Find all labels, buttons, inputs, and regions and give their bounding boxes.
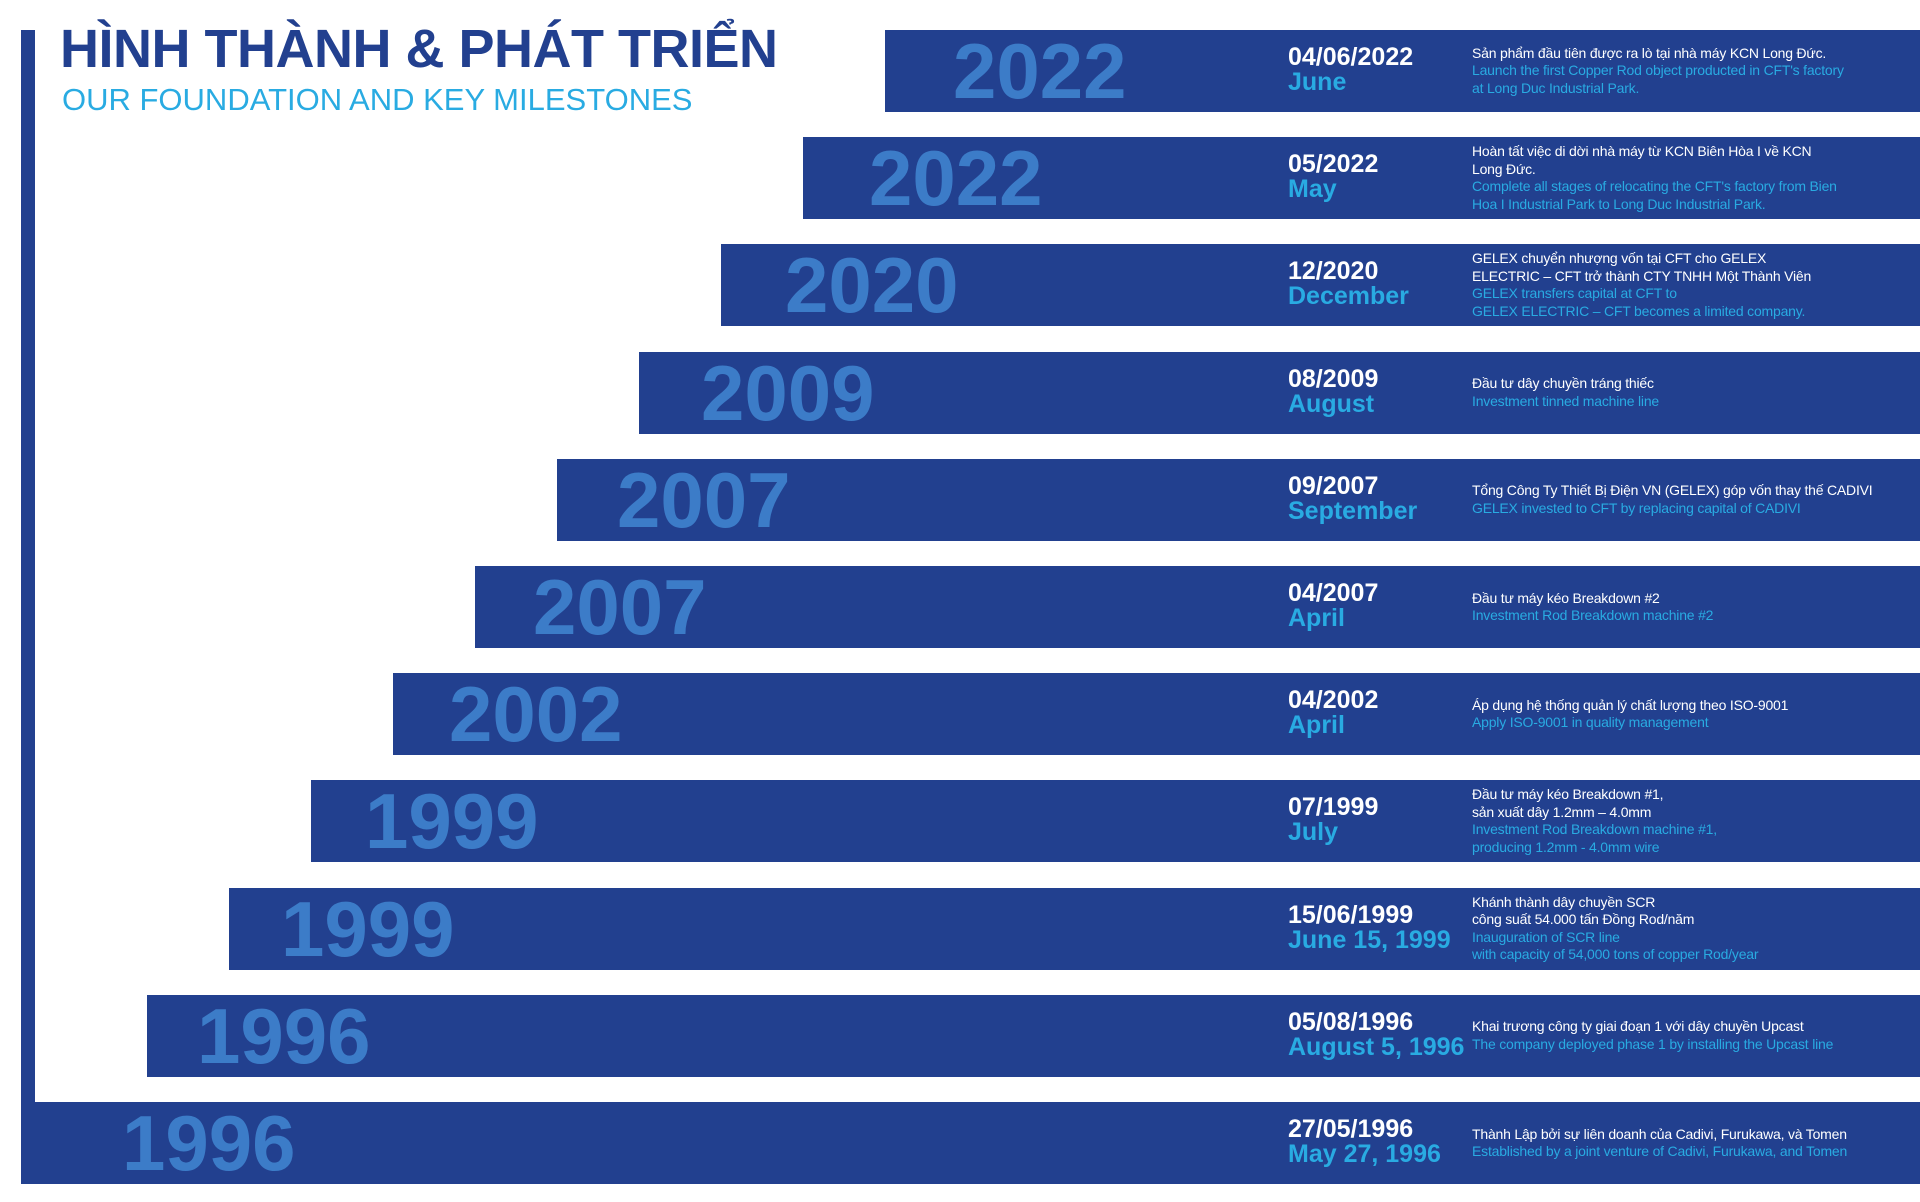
- milestone-row: 2002 04/2002 April Áp dụng hệ thống quản lý…: [393, 670, 1920, 759]
- description: Hoàn tất việc di dời nhà máy từ KCN Biên…: [1472, 137, 1837, 219]
- description-en: The company deployed phase 1 by installi…: [1472, 1035, 1834, 1052]
- date: 27/05/1996: [1288, 1115, 1414, 1143]
- year: 1999: [281, 884, 455, 973]
- date: 04/2007: [1288, 579, 1379, 607]
- period: May 27, 1996: [1288, 1140, 1441, 1168]
- milestone-row: 1999 07/1999 July Đầu tư máy kéo Breakdown …: [311, 777, 1920, 866]
- milestone-row: 2007 09/2007 September Tổng Công Ty Thiết B…: [557, 455, 1920, 544]
- milestone-row: 1996 27/05/1996 May 27, 1996 Thành Lập bởi …: [21, 1102, 1920, 1184]
- description-vn: Sản phẩm đầu tiên được ra lò tại nhà máy…: [1472, 44, 1827, 61]
- description: Đầu tư máy kéo Breakdown #1, sản xuất dây…: [1472, 780, 1717, 862]
- date: 05/2022: [1288, 150, 1379, 179]
- title: HÌNH THÀNH & PHÁT TRIỂN: [60, 19, 778, 79]
- description: Tổng Công Ty Thiết Bị Điện VN (GELEX) gó…: [1472, 459, 1873, 541]
- year: 1996: [197, 991, 371, 1080]
- milestone-row: 2009 08/2009 August Đầu tư dây chuyền tráng…: [639, 348, 1920, 437]
- description-vn: Khai trương công ty giai đoạn 1 với dây …: [1472, 1018, 1804, 1035]
- date: 12/2020: [1288, 257, 1379, 286]
- period: June: [1288, 68, 1347, 96]
- description-vn: GELEX chuyển nhượng vốn tại CFT cho GELE…: [1472, 250, 1767, 267]
- date: 08/2009: [1288, 364, 1379, 393]
- description-vn: Đầu tư dây chuyền tráng thiếc: [1472, 375, 1654, 392]
- description-vn: Khánh thành dây chuyền SCR: [1472, 893, 1656, 910]
- description: GELEX chuyển nhượng vốn tại CFT cho GELE…: [1472, 244, 1811, 326]
- date: 09/2007: [1288, 471, 1379, 500]
- description-vn: Thành Lập bởi sự liên doanh của Cadivi, …: [1472, 1125, 1847, 1142]
- description-en: Apply ISO-9001 in quality management: [1472, 714, 1709, 731]
- description: Áp dụng hệ thống quản lý chất lượng theo…: [1472, 673, 1788, 755]
- description-vn: Long Đức.: [1472, 160, 1536, 177]
- milestone-row: 1999 15/06/1999 June 15, 1999 Khánh thành d…: [229, 884, 1920, 973]
- description-en: GELEX invested to CFT by replacing capit…: [1472, 499, 1801, 516]
- description-vn: sản xuất dây 1.2mm – 4.0mm: [1472, 803, 1652, 820]
- milestone-row: 2022 04/06/2022 June Sản phẩm đầu tiên được…: [885, 30, 1920, 112]
- year: 2009: [701, 348, 875, 437]
- description-en: Complete all stages of relocating the CF…: [1472, 178, 1837, 195]
- date: 15/06/1999: [1288, 900, 1414, 929]
- period: September: [1288, 496, 1418, 525]
- description-en: producing 1.2mm - 4.0mm wire: [1472, 838, 1660, 855]
- year: 1999: [365, 777, 539, 866]
- period: August: [1288, 389, 1375, 418]
- description-en: Investment Rod Breakdown machine #2: [1472, 607, 1714, 623]
- description-vn: Đầu tư máy kéo Breakdown #1,: [1472, 786, 1664, 803]
- description-en: Hoa I Industrial Park to Long Duc Indust…: [1472, 195, 1766, 212]
- date: 05/08/1996: [1288, 1007, 1414, 1036]
- year: 1996: [122, 1099, 296, 1187]
- description: Thành Lập bởi sự liên doanh của Cadivi, …: [1472, 1102, 1847, 1184]
- description: Khai trương công ty giai đoạn 1 với dây …: [1472, 995, 1833, 1077]
- date: 04/2002: [1288, 686, 1379, 715]
- milestone-row: 2020 12/2020 December GELEX chuyển nhượng v…: [721, 241, 1920, 330]
- year: 2020: [785, 241, 959, 330]
- description-en: with capacity of 54,000 tons of copper R…: [1472, 946, 1759, 963]
- milestone-row: 2007 04/2007 April Đầu tư máy kéo Breakdown…: [475, 566, 1920, 648]
- year: 2022: [869, 134, 1043, 223]
- description: Đầu tư dây chuyền tráng thiếc Investment …: [1472, 352, 1659, 434]
- period: June 15, 1999: [1288, 925, 1451, 954]
- year: 2007: [533, 563, 707, 651]
- description-en: Investment Rod Breakdown machine #1,: [1472, 821, 1717, 838]
- description: Sản phẩm đầu tiên được ra lò tại nhà máy…: [1472, 30, 1844, 112]
- year: 2002: [449, 670, 623, 759]
- description-en: Established by a joint venture of Cadivi…: [1472, 1143, 1848, 1159]
- description-en: Investment tinned machine line: [1472, 392, 1659, 409]
- description-en: Launch the first Copper Rod object produ…: [1472, 62, 1844, 79]
- period: December: [1288, 282, 1409, 311]
- period: July: [1288, 818, 1339, 847]
- description-en: GELEX transfers capital at CFT to: [1472, 285, 1677, 302]
- milestone-row: 2022 05/2022 May Hoàn tất việc di dời nhà m…: [803, 134, 1920, 223]
- date: 04/06/2022: [1288, 43, 1414, 71]
- description-vn: ELECTRIC – CFT trở thành CTY TNHH Một Th…: [1472, 267, 1812, 284]
- description-vn: Tổng Công Ty Thiết Bị Điện VN (GELEX) gó…: [1472, 482, 1873, 499]
- year: 2007: [617, 455, 791, 544]
- description-vn: công suất 54.000 tấn Đồng Rod/năm: [1472, 911, 1695, 928]
- period: May: [1288, 175, 1337, 204]
- period: August 5, 1996: [1288, 1032, 1465, 1061]
- period: April: [1288, 711, 1345, 740]
- year: 2022: [953, 27, 1127, 115]
- description: Đầu tư máy kéo Breakdown #2 Investment Ro…: [1472, 566, 1713, 648]
- description-en: at Long Duc Industrial Park.: [1472, 79, 1640, 96]
- description-en: GELEX ELECTRIC – CFT becomes a limited c…: [1472, 302, 1806, 319]
- timeline-bar: [21, 30, 35, 1102]
- description-vn: Đầu tư máy kéo Breakdown #2: [1472, 589, 1660, 606]
- subtitle: OUR FOUNDATION AND KEY MILESTONES: [62, 82, 693, 117]
- date: 07/1999: [1288, 793, 1379, 822]
- period: April: [1288, 604, 1345, 632]
- description-vn: Áp dụng hệ thống quản lý chất lượng theo…: [1472, 696, 1789, 713]
- description: Khánh thành dây chuyền SCR công suất 54.0…: [1472, 888, 1759, 970]
- milestone-row: 1996 05/08/1996 August 5, 1996 Khai trương …: [147, 991, 1920, 1080]
- description-vn: Hoàn tất việc di dời nhà máy từ KCN Biên…: [1472, 143, 1812, 160]
- description-en: Inauguration of SCR line: [1472, 928, 1620, 945]
